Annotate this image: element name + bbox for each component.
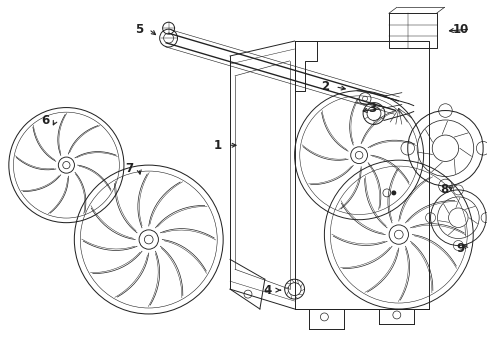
Text: 3: 3 — [367, 102, 375, 115]
Text: 1: 1 — [214, 139, 222, 152]
Text: 2: 2 — [321, 80, 329, 93]
Text: 6: 6 — [41, 114, 50, 127]
Text: 5: 5 — [134, 23, 142, 36]
Circle shape — [390, 190, 395, 195]
Text: 8: 8 — [439, 184, 447, 197]
Text: 7: 7 — [124, 162, 133, 175]
Text: 4: 4 — [263, 284, 271, 297]
Text: 10: 10 — [451, 23, 468, 36]
Text: 9: 9 — [455, 242, 464, 255]
